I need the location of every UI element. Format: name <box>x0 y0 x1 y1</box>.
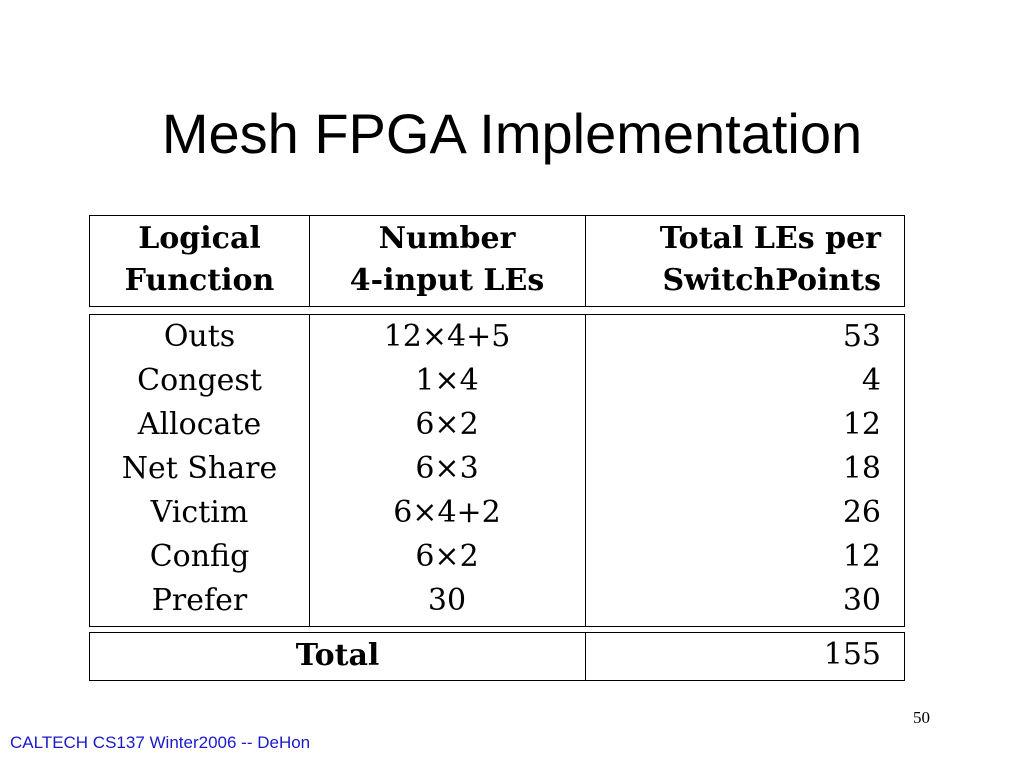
total-value: 155 <box>823 637 881 672</box>
slide-title: Mesh FPGA Implementation <box>161 102 863 165</box>
table-total: Total 155 <box>89 632 905 681</box>
cell-function: Outs <box>163 319 236 354</box>
table-row: Victim 6×4+2 26 <box>90 491 906 535</box>
header-number-line2: 4-input LEs <box>349 263 545 298</box>
cell-number: 6×2 <box>415 407 479 442</box>
cell-total: 12 <box>842 539 881 574</box>
cell-function: Prefer <box>151 583 248 618</box>
cell-total: 4 <box>861 363 881 398</box>
header-total-line2: SwitchPoints <box>662 263 881 298</box>
table-row: Allocate 6×2 12 <box>90 403 906 447</box>
cell-function: Net Share <box>121 451 278 486</box>
cell-total: 18 <box>842 451 881 486</box>
table-header: Logical Function Number 4-input LEs Tota… <box>89 215 905 307</box>
table-body: Outs 12×4+5 53 Congest 1×4 4 Allocate 6×2 12 Net … <box>89 314 905 627</box>
cell-number: 6×2 <box>415 539 479 574</box>
header-total-line1: Total LEs per <box>659 221 881 256</box>
cell-total: 12 <box>842 407 881 442</box>
cell-function: Allocate <box>137 407 262 442</box>
header-number-line1: Number <box>378 221 516 256</box>
header-number-les: Number 4-input LEs <box>309 218 585 302</box>
cell-total: 26 <box>842 495 881 530</box>
cell-function: Config <box>149 539 250 574</box>
table-row: Congest 1×4 4 <box>90 359 906 403</box>
cell-total: 30 <box>842 583 881 618</box>
footer-credit: CALTECH CS137 Winter2006 -- DeHon <box>10 733 311 752</box>
table-row: Outs 12×4+5 53 <box>90 315 906 359</box>
header-total-les: Total LEs per SwitchPoints <box>585 218 881 302</box>
cell-number: 12×4+5 <box>383 319 511 354</box>
table-row: Config 6×2 12 <box>90 535 906 579</box>
cell-total: 53 <box>842 319 881 354</box>
header-logical-function: Logical Function <box>90 218 309 302</box>
page-number: 50 <box>913 708 930 727</box>
cell-number: 1×4 <box>415 363 479 398</box>
cell-function: Victim <box>150 495 249 530</box>
cell-number: 6×3 <box>415 451 479 486</box>
table-row: Prefer 30 30 <box>90 579 906 623</box>
header-logical-line1: Logical <box>138 221 261 256</box>
header-logical-line2: Function <box>124 263 275 298</box>
cell-number: 6×4+2 <box>393 495 501 530</box>
table-row: Net Share 6×3 18 <box>90 447 906 491</box>
cell-function: Congest <box>137 363 262 398</box>
cell-number: 30 <box>427 583 467 618</box>
total-label: Total <box>295 638 380 673</box>
